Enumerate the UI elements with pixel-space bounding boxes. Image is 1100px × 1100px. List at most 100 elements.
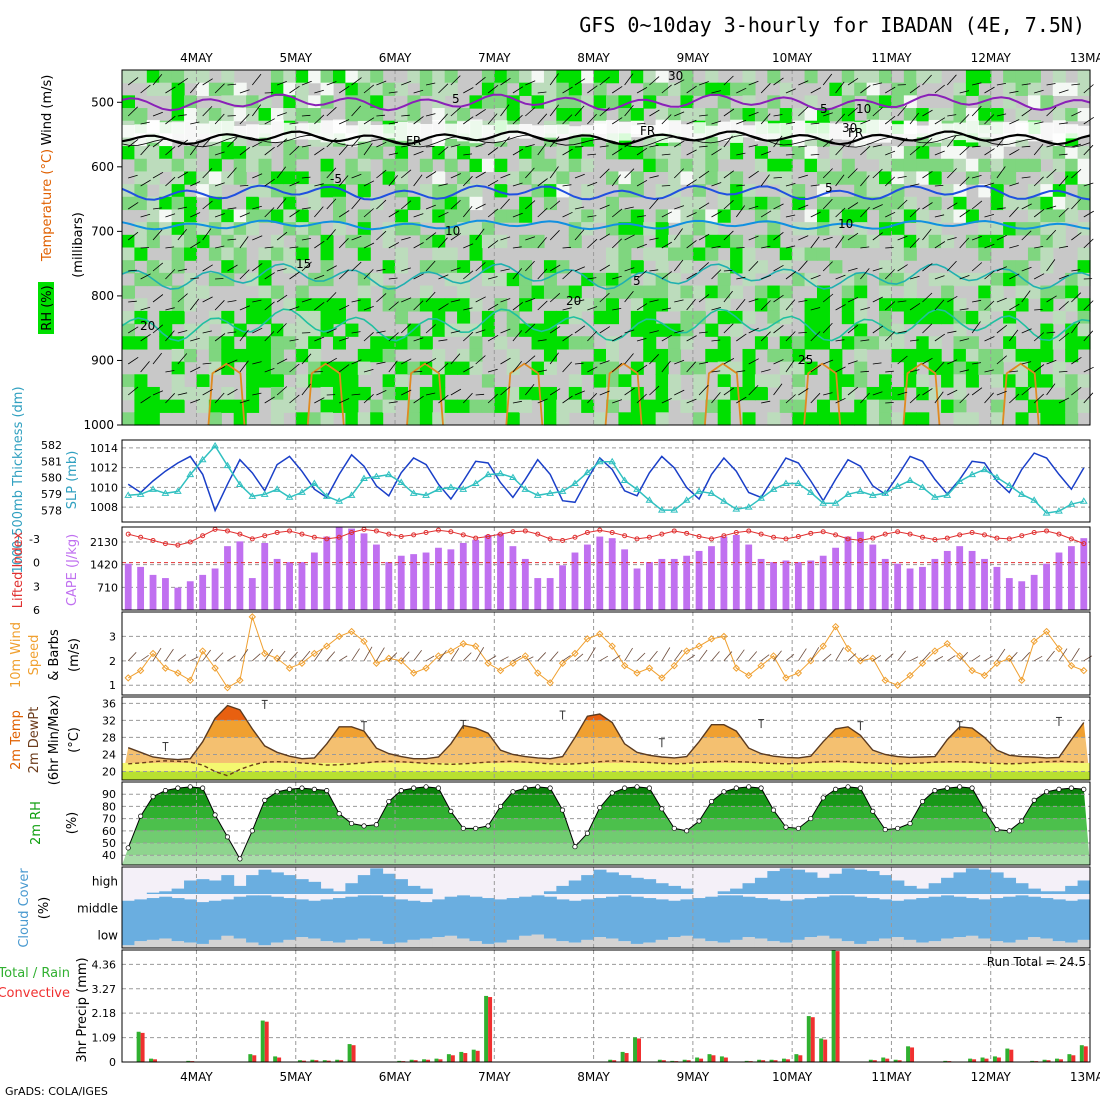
wind-barb <box>698 233 710 241</box>
contour-label: 30 <box>842 121 857 135</box>
wind-barb <box>1033 273 1045 280</box>
rh-cell <box>1040 184 1054 198</box>
dry-layer-cell <box>246 124 260 139</box>
cape-tick-label: 1420 <box>90 559 118 572</box>
rh-cell <box>432 108 446 122</box>
cloud-low-fill <box>841 921 855 942</box>
rh-cell <box>208 146 222 160</box>
rh-cell <box>543 361 557 375</box>
wind-barb <box>723 230 734 241</box>
rh-cell <box>258 146 272 160</box>
rh-cell <box>543 82 557 96</box>
rh-cell <box>457 399 471 413</box>
wind10-barb <box>649 650 658 662</box>
cape-bar <box>968 550 976 610</box>
x-tick-label-top: 4MAY <box>180 51 213 65</box>
cloud-middle-cell <box>519 896 533 921</box>
cape-axis-label: CAPE (J/kg) <box>65 534 80 606</box>
wind10-point <box>459 640 467 648</box>
rh-cell <box>506 70 520 84</box>
rh-cell <box>643 70 657 84</box>
wind-barb <box>202 200 213 210</box>
wind-barb <box>1021 386 1032 396</box>
rh-cell <box>308 412 322 426</box>
rh-cell <box>1015 298 1029 312</box>
wind10-point <box>385 654 393 663</box>
rh-cell <box>1015 348 1029 363</box>
rh-cell <box>295 234 309 249</box>
cloud-high-cell <box>146 892 160 894</box>
wind10-point <box>670 661 678 670</box>
wind-barb <box>636 215 646 218</box>
wind-barb <box>537 178 548 187</box>
rh-cell <box>879 146 893 160</box>
rh-cell <box>593 348 607 363</box>
rh-cell <box>208 247 222 261</box>
precip-convective-bar <box>686 1060 691 1062</box>
lifted-index-point <box>1044 528 1050 534</box>
rh-cell <box>1040 95 1054 109</box>
cape-bar <box>881 558 889 610</box>
wind-barb <box>165 330 175 342</box>
wind-barb <box>252 392 262 396</box>
wind-barb <box>984 148 995 156</box>
wind10-barb <box>326 651 336 662</box>
rh-cell <box>382 234 396 249</box>
cloud-low-cell <box>1003 942 1017 948</box>
wind-barb <box>475 228 485 241</box>
cloud-low-cell <box>568 942 582 948</box>
precip-convective-bar <box>910 1047 915 1062</box>
rh-cell <box>1065 108 1079 122</box>
cloud-low-cell <box>345 939 359 948</box>
wind-barb <box>1021 266 1032 272</box>
dry-layer-cell <box>1077 125 1091 137</box>
rh-cell <box>196 336 210 350</box>
wind-barb <box>711 339 721 342</box>
wind-barb <box>748 358 759 365</box>
rh-cell <box>965 108 979 122</box>
rh-cell <box>258 108 272 122</box>
rh-cell <box>891 82 905 96</box>
rh-cell <box>705 146 719 160</box>
rh-cell <box>754 108 768 122</box>
rh-cell <box>841 386 855 401</box>
cloud-middle-cell <box>606 896 619 921</box>
cape-bar <box>1030 574 1038 610</box>
rh-cell <box>655 399 669 413</box>
wind-barb <box>897 137 908 148</box>
rh-cell <box>543 386 557 401</box>
rh-cell <box>159 146 173 160</box>
rh-cell <box>506 171 520 185</box>
wind-barb <box>363 369 374 373</box>
rh-cell <box>680 247 694 261</box>
wind-barb <box>500 328 511 334</box>
wind10-point <box>261 649 269 658</box>
rh-cell <box>1015 70 1029 84</box>
rh-cell <box>221 336 235 350</box>
cape-bar <box>1005 578 1013 610</box>
wind-barb <box>785 271 797 280</box>
wind10-point <box>794 669 803 677</box>
wind10-barb <box>314 649 323 662</box>
rh-cell <box>655 323 669 337</box>
cloud-middle-cell <box>357 895 371 921</box>
wind-barb <box>897 264 908 272</box>
wind-barb <box>823 112 833 117</box>
cloud-middle-cell <box>990 898 1004 921</box>
cloud-low-cell <box>134 941 148 948</box>
wind-barb <box>351 77 362 86</box>
wind-barb <box>674 330 684 334</box>
rh-cell <box>804 209 818 223</box>
wind-barb <box>587 331 597 342</box>
slp-point <box>918 483 927 490</box>
rh-cell <box>506 108 520 122</box>
rh-cell <box>444 196 458 211</box>
rh-cell <box>320 374 334 388</box>
wind-barb <box>525 323 536 334</box>
rh-cell <box>246 158 260 173</box>
cape-bar <box>372 544 380 610</box>
rh-cell <box>742 361 756 375</box>
wind-barb <box>611 86 623 94</box>
rh-cell <box>903 285 917 299</box>
wind-barb <box>388 301 399 311</box>
